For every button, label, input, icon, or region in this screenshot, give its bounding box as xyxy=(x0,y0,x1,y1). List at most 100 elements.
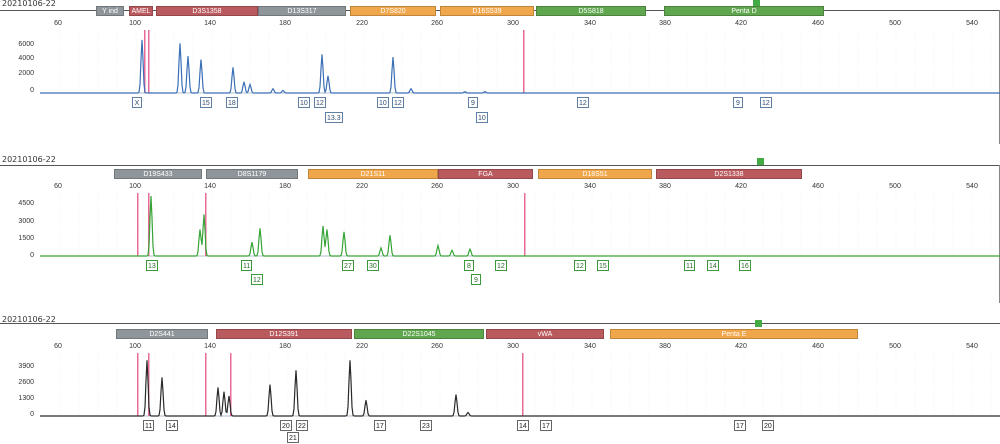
allele-call[interactable]: 12 xyxy=(314,97,326,108)
y-tick: 4000 xyxy=(18,55,34,62)
scale-tick: 340 xyxy=(584,20,596,27)
locus-bar[interactable]: Penta E xyxy=(610,329,858,339)
allele-call[interactable]: 20 xyxy=(762,420,774,431)
allele-call[interactable]: 17 xyxy=(540,420,552,431)
panel-2: 20210106-22 D19S433 D8S1179 D21S11 FGA D… xyxy=(0,155,1000,305)
scale-tick: 340 xyxy=(584,183,596,190)
allele-call[interactable]: 22 xyxy=(296,420,308,431)
scale-tick: 100 xyxy=(129,343,141,350)
allele-call[interactable]: 9 xyxy=(733,97,743,108)
scale-tick: 500 xyxy=(889,183,901,190)
locus-bar[interactable]: AMEL xyxy=(129,6,153,16)
trace-plot[interactable] xyxy=(40,28,1000,96)
locus-bar[interactable]: Y ind xyxy=(96,6,124,16)
allele-call[interactable]: 14 xyxy=(166,420,178,431)
panel-title: 20210106-22 xyxy=(2,0,56,8)
allele-call[interactable]: 12 xyxy=(251,274,263,285)
y-tick: 1500 xyxy=(18,235,34,242)
allele-call[interactable]: 12 xyxy=(495,260,507,271)
panel-3: 20210106-22 D2S441 D12S391 D22S1045 vWA … xyxy=(0,315,1000,443)
scale-tick: 300 xyxy=(507,20,519,27)
locus-bar[interactable]: D18S51 xyxy=(538,169,652,179)
scale-tick: 540 xyxy=(966,20,978,27)
y-tick: 0 xyxy=(30,87,34,94)
scale-tick: 540 xyxy=(966,183,978,190)
panel-marker[interactable] xyxy=(755,320,762,327)
allele-call[interactable]: 13 xyxy=(146,260,158,271)
allele-call[interactable]: 14 xyxy=(517,420,529,431)
locus-bar[interactable]: Penta D xyxy=(664,6,824,16)
trace-plot[interactable] xyxy=(40,191,1000,259)
allele-call[interactable]: 10 xyxy=(298,97,310,108)
locus-bar[interactable]: FGA xyxy=(438,169,533,179)
panel-marker[interactable] xyxy=(757,158,764,165)
allele-call[interactable]: 12 xyxy=(760,97,772,108)
allele-call[interactable]: 23 xyxy=(420,420,432,431)
scale-tick: 180 xyxy=(279,343,291,350)
scale-tick: 60 xyxy=(54,343,62,350)
allele-call[interactable]: 9 xyxy=(468,97,478,108)
allele-call[interactable]: 8 xyxy=(464,260,474,271)
allele-call[interactable]: 12 xyxy=(577,97,589,108)
scale-tick: 220 xyxy=(356,343,368,350)
y-tick: 0 xyxy=(30,252,34,259)
allele-call[interactable]: 10 xyxy=(476,112,488,123)
locus-bar[interactable]: D19S433 xyxy=(114,169,202,179)
scale-tick: 460 xyxy=(812,343,824,350)
scale-tick: 500 xyxy=(889,343,901,350)
locus-bar[interactable]: D13S317 xyxy=(258,6,346,16)
y-tick: 2600 xyxy=(18,379,34,386)
allele-call[interactable]: 20 xyxy=(280,420,292,431)
locus-bar[interactable]: vWA xyxy=(486,329,604,339)
y-tick: 1300 xyxy=(18,395,34,402)
allele-call[interactable]: 11 xyxy=(241,260,253,271)
allele-call[interactable]: 10 xyxy=(377,97,389,108)
allele-call[interactable]: 13.3 xyxy=(325,112,343,123)
y-tick: 3000 xyxy=(18,218,34,225)
y-tick: 3900 xyxy=(18,363,34,370)
scale-tick: 220 xyxy=(356,20,368,27)
allele-call[interactable]: 30 xyxy=(367,260,379,271)
panel-marker[interactable] xyxy=(753,0,760,6)
allele-call[interactable]: 27 xyxy=(342,260,354,271)
panel-title: 20210106-22 xyxy=(2,155,56,164)
allele-call[interactable]: 9 xyxy=(471,274,481,285)
locus-bar[interactable]: D2S441 xyxy=(116,329,208,339)
locus-bar[interactable]: D2S1338 xyxy=(656,169,802,179)
scale-tick: 460 xyxy=(812,183,824,190)
allele-call[interactable]: 17 xyxy=(734,420,746,431)
y-tick: 0 xyxy=(30,411,34,418)
locus-bar[interactable]: D8S1179 xyxy=(206,169,298,179)
panel-title: 20210106-22 xyxy=(2,315,56,324)
locus-bar[interactable]: D5S818 xyxy=(536,6,646,16)
scale-tick: 420 xyxy=(735,20,747,27)
scale-tick: 100 xyxy=(129,20,141,27)
allele-call[interactable]: 16 xyxy=(739,260,751,271)
trace-line xyxy=(40,39,1000,94)
allele-call[interactable]: 18 xyxy=(226,97,238,108)
locus-bar[interactable]: D12S391 xyxy=(216,329,352,339)
size-scale: 60 100 140 180 220 260 300 340 380 420 4… xyxy=(0,20,1000,30)
locus-bar[interactable]: D3S1358 xyxy=(156,6,258,16)
locus-bar[interactable]: D7S820 xyxy=(350,6,436,16)
allele-call[interactable]: 12 xyxy=(392,97,404,108)
allele-call[interactable]: 21 xyxy=(287,432,299,443)
allele-call[interactable]: 17 xyxy=(374,420,386,431)
locus-bar[interactable]: D22S1045 xyxy=(354,329,484,339)
locus-bar[interactable]: D16S539 xyxy=(440,6,534,16)
allele-call[interactable]: 11 xyxy=(143,420,155,431)
scale-tick: 380 xyxy=(659,20,671,27)
allele-call[interactable]: 14 xyxy=(707,260,719,271)
scale-tick: 60 xyxy=(54,183,62,190)
scale-tick: 140 xyxy=(204,343,216,350)
allele-call[interactable]: 15 xyxy=(597,260,609,271)
allele-call[interactable]: 15 xyxy=(200,97,212,108)
locus-bar[interactable]: D21S11 xyxy=(308,169,438,179)
size-scale: 60 100 140 180 220 260 300 340 380 420 4… xyxy=(0,343,1000,353)
allele-call[interactable]: 11 xyxy=(684,260,696,271)
trace-plot[interactable] xyxy=(40,351,1000,419)
scale-tick: 500 xyxy=(889,20,901,27)
allele-call[interactable]: X xyxy=(132,97,142,108)
allele-call[interactable]: 12 xyxy=(574,260,586,271)
panel-1: 20210106-22 Y ind AMEL D3S1358 D13S317 D… xyxy=(0,0,1000,145)
